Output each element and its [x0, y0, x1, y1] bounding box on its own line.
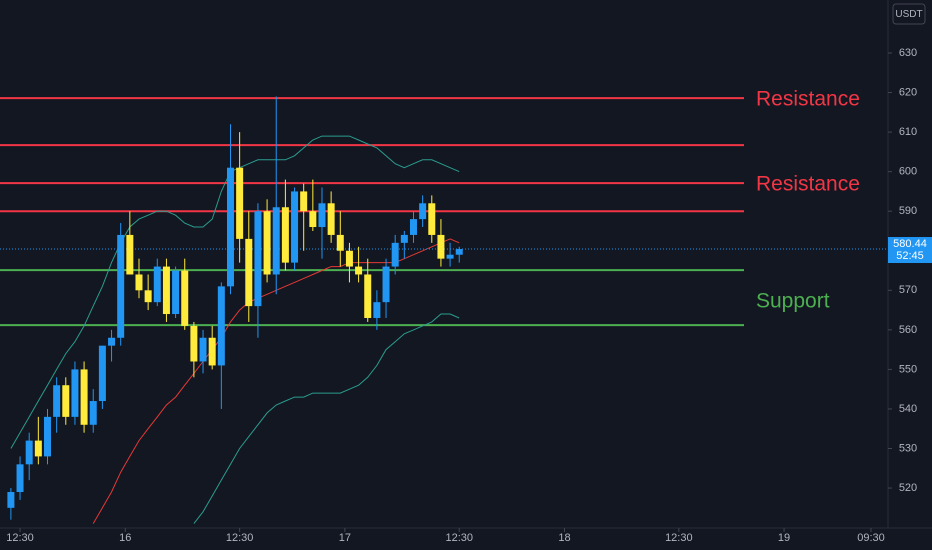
candle-body	[98, 345, 106, 402]
candle-body	[199, 337, 207, 362]
x-tick-label: 16	[119, 532, 131, 544]
band-line	[193, 313, 460, 524]
candle-body	[153, 266, 161, 303]
candle-body	[53, 385, 61, 417]
candle-body	[236, 167, 244, 239]
candle-body	[382, 266, 390, 303]
y-tick-label: 570	[899, 284, 917, 296]
candle-body	[117, 234, 125, 338]
candle-body	[373, 302, 381, 318]
y-tick-label: 610	[899, 126, 917, 138]
candle-body	[355, 266, 363, 275]
x-tick-label: 12:30	[665, 532, 693, 544]
x-tick-label: 09:30	[857, 532, 885, 544]
current-price-label: 580.44	[893, 238, 927, 250]
candle-body	[400, 234, 408, 243]
x-tick-label: 12:30	[226, 532, 254, 544]
y-tick-label: 590	[899, 205, 917, 217]
x-tick-label: 12:30	[6, 532, 34, 544]
candle-body	[126, 234, 134, 275]
candle-body	[318, 203, 326, 228]
candle-body	[80, 369, 88, 425]
candle-body	[135, 274, 143, 291]
y-tick-label: 530	[899, 442, 917, 454]
y-tick-label: 620	[899, 86, 917, 98]
candle-body	[7, 492, 15, 508]
countdown-label: 52:45	[896, 250, 924, 262]
candle-body	[364, 274, 372, 318]
candle-body	[25, 440, 33, 465]
candle-body	[291, 191, 299, 263]
candle-body	[300, 191, 308, 212]
level-label: Support	[756, 290, 830, 313]
candle-body	[172, 270, 180, 315]
candle-body	[16, 464, 24, 493]
candle-body	[34, 440, 42, 457]
level-label: Resistance	[756, 173, 860, 196]
x-tick-label: 19	[778, 532, 790, 544]
candle-body	[181, 270, 189, 326]
y-tick-label: 520	[899, 482, 917, 494]
candle-body	[455, 249, 463, 255]
candle-body	[245, 238, 253, 307]
axis-unit: USDT	[895, 9, 922, 20]
candle-body	[89, 401, 97, 425]
candle-body	[208, 337, 216, 366]
candle-body	[190, 325, 198, 362]
level-label: Resistance	[756, 88, 860, 111]
candle-body	[263, 211, 271, 275]
candle-body	[327, 203, 335, 235]
candle-body	[446, 254, 454, 259]
candle-body	[345, 250, 353, 267]
y-tick-label: 540	[899, 403, 917, 415]
candle-body	[391, 242, 399, 267]
candle-body	[272, 207, 280, 275]
y-tick-label: 560	[899, 324, 917, 336]
y-tick-label: 550	[899, 363, 917, 375]
candle-body	[62, 385, 70, 417]
candle-body	[108, 337, 116, 346]
candle-body	[226, 167, 234, 287]
unit-box	[892, 3, 926, 25]
y-tick-label: 630	[899, 47, 917, 59]
band-line	[10, 135, 460, 449]
current-price-box	[888, 237, 932, 264]
candle-body	[428, 203, 436, 235]
candle-body	[71, 369, 79, 417]
candle-body	[409, 219, 417, 235]
candle-body	[217, 286, 225, 366]
y-tick-label: 600	[899, 166, 917, 178]
x-tick-label: 12:30	[445, 532, 473, 544]
x-tick-label: 18	[558, 532, 570, 544]
x-tick-label: 17	[339, 532, 351, 544]
candle-body	[281, 207, 289, 263]
candle-body	[336, 234, 344, 251]
candle-body	[144, 290, 152, 303]
candle-body	[309, 211, 317, 228]
candle-body	[162, 266, 170, 315]
candle-body	[437, 234, 445, 259]
candle-body	[254, 211, 262, 307]
candle-body	[43, 416, 51, 457]
candle-body	[419, 203, 427, 220]
